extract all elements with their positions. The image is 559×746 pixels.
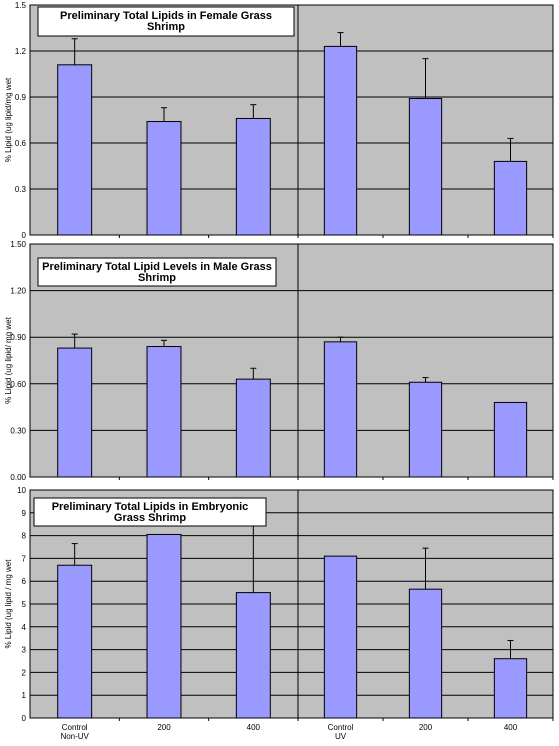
bar [323,555,358,719]
plot-background [30,5,553,235]
bar [408,98,443,236]
chart-panel-2: 0.00 0.30 0.60 0.90 1.20 1.50 % Lipid (ug lipi… [4,240,554,482]
bar [323,341,358,478]
x-category-label: 200 [419,723,433,732]
bar [235,378,271,478]
chart-panel-1: 0 0.3 0.6 0.9 1.2 1.5 % Lipid (ug lipid/mg wet… [4,1,554,240]
bar [408,381,443,478]
chart-title: Preliminary Total Lipids in Female Grass [60,10,272,22]
y-tick-label: 2 [22,668,27,677]
x-category-label: Control [328,723,354,732]
y-tick-label: 10 [17,486,26,495]
bar [57,347,93,478]
y-tick-label: 0 [22,714,27,723]
y-tick-label: 8 [22,532,27,541]
y-tick-label: 1.2 [15,47,27,56]
y-tick-label: 3 [22,646,27,655]
chart-title: Shrimp [138,272,176,284]
bar [408,588,443,719]
x-category-label: Non-UV [60,732,89,741]
y-tick-label: 5 [22,600,27,609]
bar [146,533,182,719]
bar [493,401,528,478]
y-tick-label: 1.5 [15,1,27,10]
y-tick-label: 0.6 [15,139,27,148]
bar [146,346,182,478]
y-tick-label: 1 [22,691,27,700]
y-tick-label: 0.30 [10,426,26,435]
y-tick-label: 0 [22,231,27,240]
y-tick-label: 0.90 [10,333,26,342]
plot-border [29,489,554,719]
y-axis-label: % Lipid (ug lipid/ mg wet [4,316,13,403]
bar [57,64,93,236]
y-tick-label: 1.20 [10,287,26,296]
bar [235,117,271,236]
plot-border [29,4,554,236]
y-tick-label: 1.50 [10,240,26,249]
bar [323,45,358,236]
chart-title: Grass Shrimp [114,512,186,524]
x-category-label: 200 [157,723,171,732]
bar [493,658,528,719]
y-axis-label: % Lipid (ug lipid / mg wet [4,559,13,649]
y-tick-label: 0.60 [10,380,26,389]
y-tick-label: 4 [22,623,27,632]
title-box [33,497,267,527]
bar [493,160,528,236]
y-tick-label: 0.3 [15,185,27,194]
y-tick-label: 6 [22,577,27,586]
title-box [37,6,295,37]
x-category-label: 400 [504,723,518,732]
bar [235,592,271,719]
chart-title: Shrimp [147,21,185,33]
x-category-label: UV [335,732,347,741]
bar [57,564,93,719]
title-box [37,257,277,287]
plot-border [29,243,554,478]
chart-title: Preliminary Total Lipids in Embryonic [52,501,249,513]
y-axis-label: % Lipid (ug lipid/mg wet [4,77,13,162]
y-tick-label: 0.9 [15,93,27,102]
y-tick-label: 0.00 [10,473,26,482]
bar [146,121,182,236]
y-tick-label: 7 [22,554,27,563]
x-category-label: Control [62,723,88,732]
x-category-label: 400 [247,723,261,732]
chart-title: Preliminary Total Lipid Levels in Male G… [42,261,272,273]
y-tick-label: 9 [22,509,27,518]
